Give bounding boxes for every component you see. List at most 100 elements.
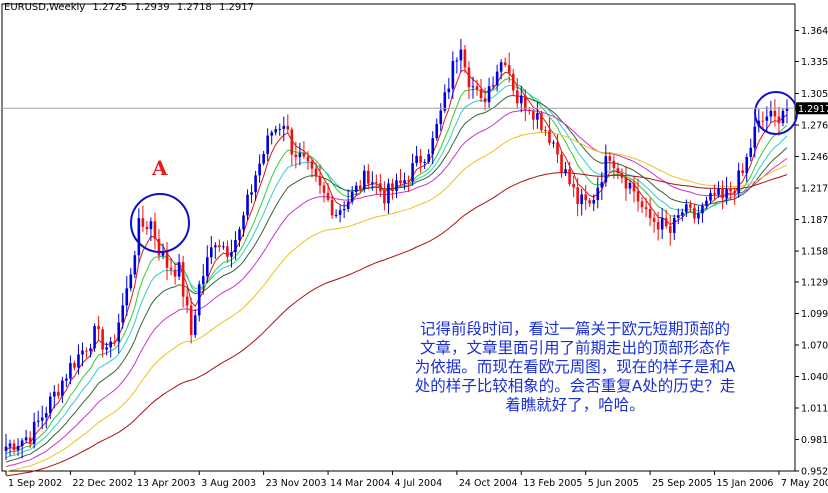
candle-body — [431, 138, 435, 155]
candle-body — [238, 229, 241, 240]
candle-body — [588, 200, 592, 204]
candle-body — [693, 207, 696, 219]
candle-body — [16, 446, 20, 451]
candle-body — [564, 169, 567, 173]
candle-body — [193, 315, 197, 335]
candle-body — [600, 182, 604, 188]
candle-body — [524, 95, 527, 110]
candle-body — [540, 113, 543, 131]
candle-body — [455, 60, 459, 62]
x-tick-label: 14 Mar 2004 — [330, 478, 390, 489]
candle-body — [608, 156, 612, 161]
candle-body — [117, 322, 121, 342]
candle-body — [4, 446, 8, 451]
candle-body — [258, 163, 261, 176]
candle-body — [250, 192, 253, 195]
candle-body — [785, 108, 789, 111]
candle-body — [463, 49, 467, 68]
candle-body — [367, 170, 370, 184]
candle-body — [616, 168, 620, 174]
candle-body — [491, 85, 495, 87]
candle-body — [210, 247, 213, 258]
candle-body — [717, 188, 720, 195]
candle-body — [411, 163, 414, 182]
candle-body — [330, 199, 334, 216]
y-tick-label: 1.3645 — [801, 26, 828, 37]
candle-body — [576, 187, 579, 204]
candle-body — [85, 350, 88, 352]
candle-body — [354, 185, 358, 192]
candle-body — [769, 110, 773, 117]
annotation-text: 记得前段时间，看过一篇关于欧元短期顶部的 文章，文章里面引用了前期走出的顶部形态… — [350, 320, 800, 415]
annotation-line: 为依据。而现在看欧元周图，现在的样子是和A — [414, 358, 736, 376]
candle-body — [689, 204, 692, 208]
candle-body — [676, 215, 680, 218]
candle-body — [640, 201, 644, 208]
x-tick-label: 1 Sep 2002 — [8, 478, 62, 489]
candle-body — [632, 182, 636, 192]
y-tick-label: 1.2760 — [801, 121, 828, 132]
candle-body — [713, 192, 716, 195]
x-tick-label: 13 Feb 2005 — [523, 478, 582, 489]
candle-body — [161, 251, 165, 256]
current-price-label: 1.2917 — [798, 104, 828, 115]
candle-body — [685, 204, 688, 213]
candle-body — [773, 110, 777, 117]
open-value: 1.2725 — [92, 2, 128, 13]
candle-body — [326, 192, 330, 200]
low-value: 1.2718 — [176, 2, 212, 13]
x-tick-label: 4 Jul 2004 — [394, 478, 442, 489]
candle-body — [145, 226, 149, 230]
candle-body — [383, 191, 386, 204]
candle-body — [36, 420, 40, 422]
candle-body — [552, 142, 555, 144]
candle-body — [544, 130, 547, 132]
candle-body — [725, 189, 728, 199]
candle-body — [338, 210, 342, 215]
candle-body — [729, 189, 732, 192]
candle-body — [214, 245, 217, 248]
candle-body — [262, 153, 265, 164]
candle-body — [8, 443, 12, 447]
candle-body — [507, 65, 511, 74]
candle-body — [230, 252, 233, 257]
candle-body — [660, 218, 664, 230]
candle-body — [173, 269, 177, 277]
candle-body — [169, 267, 173, 270]
candle-body — [781, 110, 785, 124]
candle-body — [286, 125, 290, 130]
candle-body — [483, 98, 487, 103]
candle-body — [242, 215, 245, 230]
candle-body — [73, 363, 76, 368]
candle-body — [528, 109, 531, 112]
candle-body — [254, 175, 257, 193]
candle-body — [556, 142, 559, 155]
ma-line-55 — [5, 131, 788, 472]
candle-body — [342, 209, 346, 211]
moving-averages — [5, 69, 788, 477]
x-tick-label: 13 Apr 2003 — [137, 478, 196, 489]
x-tick-label: 25 Sep 2005 — [652, 478, 712, 489]
candle-body — [282, 125, 286, 129]
close-value: 1.2917 — [218, 2, 254, 13]
candle-body — [737, 170, 740, 194]
y-tick-label: 1.3355 — [801, 57, 828, 68]
candle-body — [125, 288, 129, 306]
candle-body — [205, 257, 209, 277]
candle-body — [350, 191, 354, 202]
candle-body — [129, 274, 133, 289]
candle-body — [403, 180, 406, 184]
candle-body — [77, 354, 80, 368]
candle-body — [65, 378, 68, 381]
chart-header: EURUSD,Weekly 1.2725 1.2939 1.2718 1.291… — [4, 2, 258, 13]
grid-lines — [1, 3, 796, 472]
candle-body — [572, 183, 575, 188]
candle-body — [222, 246, 225, 248]
candle-body — [101, 329, 104, 350]
annotation-line: 记得前段时间，看过一篇关于欧元短期顶部的 — [419, 320, 730, 338]
y-tick-label: 1.2170 — [801, 184, 828, 195]
candle-body — [310, 161, 314, 169]
candle-body — [495, 71, 499, 86]
candle-body — [234, 239, 237, 253]
